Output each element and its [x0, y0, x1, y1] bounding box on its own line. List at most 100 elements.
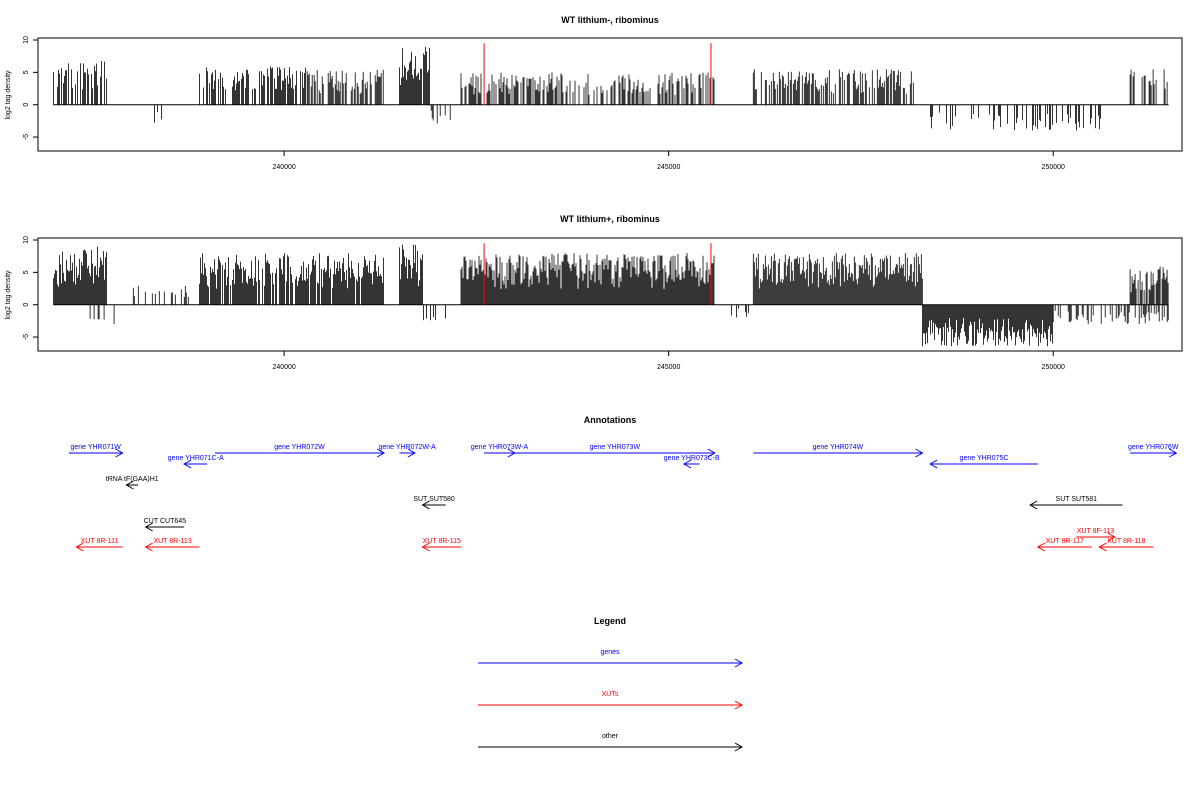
arrow-head-icon: [1098, 542, 1107, 552]
annotation-feature: SUT SUT581: [1029, 496, 1123, 510]
track-panel-lithium-minus: WT lithium-, ribominus log2 tag density …: [5, 15, 1183, 171]
arrow-head-icon: [734, 742, 744, 752]
y-tick-label: 10: [23, 36, 30, 44]
arrow-head-icon: [734, 700, 744, 710]
x-tick-label: 250000: [1042, 164, 1065, 171]
annotation-feature: gene YHR073W-A: [471, 444, 529, 458]
y-tick-label: 5: [23, 70, 30, 74]
feature-label: gene YHR071C-A: [168, 455, 224, 462]
feature-label: gene YHR072W: [274, 444, 325, 451]
axis-group: -5 0 5 10 240000 245000 250000: [23, 236, 1065, 371]
legend: Legend genes XUTs other: [478, 616, 744, 752]
track-title: WT lithium-, ribominus: [561, 15, 659, 25]
annotation-feature: gene YHR076W: [1128, 444, 1179, 458]
legend-label: other: [602, 733, 619, 740]
arrow-head-icon: [929, 459, 938, 469]
arrow-head-icon: [707, 448, 716, 458]
arrow-head-icon: [75, 542, 84, 552]
annotation-items: gene YHR071W gene YHR072W gene YHR072W-A ge…: [68, 444, 1179, 552]
arrow-head-icon: [1036, 542, 1046, 552]
annotation-feature: gene YHR072W-A: [379, 444, 437, 458]
feature-label: tRNA tF(GAA)H1: [106, 476, 159, 483]
y-axis-label: log2 tag density: [5, 70, 12, 120]
arrow-head-icon: [1107, 532, 1116, 542]
legend-item: other: [478, 733, 744, 752]
y-axis-label: log2 tag density: [5, 270, 12, 320]
arrow-head-icon: [125, 480, 134, 490]
annotation-feature: gene YHR071C-A: [168, 455, 224, 469]
legend-label: XUTs: [602, 691, 619, 698]
arrow-head-icon: [115, 448, 124, 458]
annotation-feature: tRNA tF(GAA)H1: [106, 476, 159, 490]
annotations-panel: Annotations gene YHR071W gene YHR072W gene…: [68, 415, 1179, 552]
feature-label: gene YHR073W: [590, 444, 641, 451]
annotation-feature: XUT 8R-111: [75, 538, 123, 552]
annotation-feature: gene YHR075C: [929, 455, 1038, 469]
arrow-head-icon: [407, 448, 416, 458]
arrow-head-icon: [144, 542, 153, 552]
y-tick-label: 10: [23, 236, 30, 244]
legend-title: Legend: [594, 616, 626, 626]
annotations-title: Annotations: [584, 415, 637, 425]
annotation-feature: gene YHR074W: [753, 444, 924, 458]
annotation-feature: CUT CUT645: [144, 518, 186, 532]
axis-group: -5 0 5 10 240000 245000 250000: [23, 36, 1065, 171]
arrow-head-icon: [421, 500, 430, 510]
feature-label: gene YHR073W-A: [471, 444, 529, 451]
bar-group: [53, 243, 1169, 347]
y-tick-label: 0: [23, 103, 30, 107]
feature-label: gene YHR074W: [813, 444, 864, 451]
feature-label: XUT 8R-118: [1107, 538, 1145, 545]
x-tick-label: 245000: [657, 364, 680, 371]
annotation-feature: XUT 8R-115: [421, 538, 461, 552]
y-tick-label: -5: [23, 334, 30, 340]
annotation-feature: XUT 8R-117: [1036, 538, 1092, 552]
legend-label: genes: [600, 649, 620, 656]
feature-label: XUT 8R-111: [81, 538, 119, 545]
arrow-head-icon: [376, 448, 386, 458]
feature-label: gene YHR072W-A: [379, 444, 437, 451]
annotation-feature: XUT 8F-113: [1076, 528, 1116, 542]
arrow-head-icon: [421, 542, 430, 552]
annotation-feature: XUT 8R-113: [144, 538, 200, 552]
annotation-feature: XUT 8R-118: [1098, 538, 1154, 552]
arrow-head-icon: [1029, 500, 1038, 510]
arrow-head-icon: [183, 459, 192, 469]
annotation-feature: SUT SUT580: [413, 496, 455, 510]
annotation-feature: gene YHR071W: [68, 444, 124, 458]
track-panel-lithium-plus: WT lithium+, ribominus log2 tag density …: [5, 214, 1183, 371]
annotation-feature: gene YHR073W: [514, 444, 716, 458]
track-title: WT lithium+, ribominus: [560, 214, 660, 224]
y-tick-label: 0: [23, 303, 30, 307]
y-tick-label: -5: [23, 134, 30, 140]
feature-label: gene YHR071W: [70, 444, 121, 451]
arrow-head-icon: [683, 459, 692, 469]
x-tick-label: 245000: [657, 164, 680, 171]
arrow-head-icon: [1169, 448, 1178, 458]
feature-label: XUT 8R-115: [423, 538, 461, 545]
arrow-head-icon: [915, 448, 924, 458]
annotation-feature: gene YHR073C-B: [664, 455, 720, 469]
feature-label: CUT CUT645: [144, 518, 186, 525]
x-tick-label: 240000: [272, 164, 295, 171]
feature-label: gene YHR076W: [1128, 444, 1179, 451]
x-tick-label: 240000: [272, 364, 295, 371]
arrow-head-icon: [734, 658, 744, 668]
feature-label: XUT 8F-113: [1077, 528, 1115, 535]
y-tick-label: 5: [23, 270, 30, 274]
arrow-head-icon: [144, 522, 153, 532]
plot-frame: [37, 37, 1183, 152]
legend-item: genes: [478, 649, 744, 668]
legend-item: XUTs: [478, 691, 744, 710]
feature-label: gene YHR075C: [960, 455, 1009, 462]
feature-label: XUT 8R-113: [153, 538, 191, 545]
legend-items: genes XUTs other: [478, 649, 744, 752]
x-tick-label: 250000: [1042, 364, 1065, 371]
annotation-feature: gene YHR072W: [214, 444, 386, 458]
feature-label: SUT SUT580: [413, 496, 455, 503]
bar-group: [53, 43, 1169, 131]
feature-label: SUT SUT581: [1056, 496, 1098, 503]
plot-frame: [37, 237, 1183, 352]
feature-label: XUT 8R-117: [1046, 538, 1084, 545]
